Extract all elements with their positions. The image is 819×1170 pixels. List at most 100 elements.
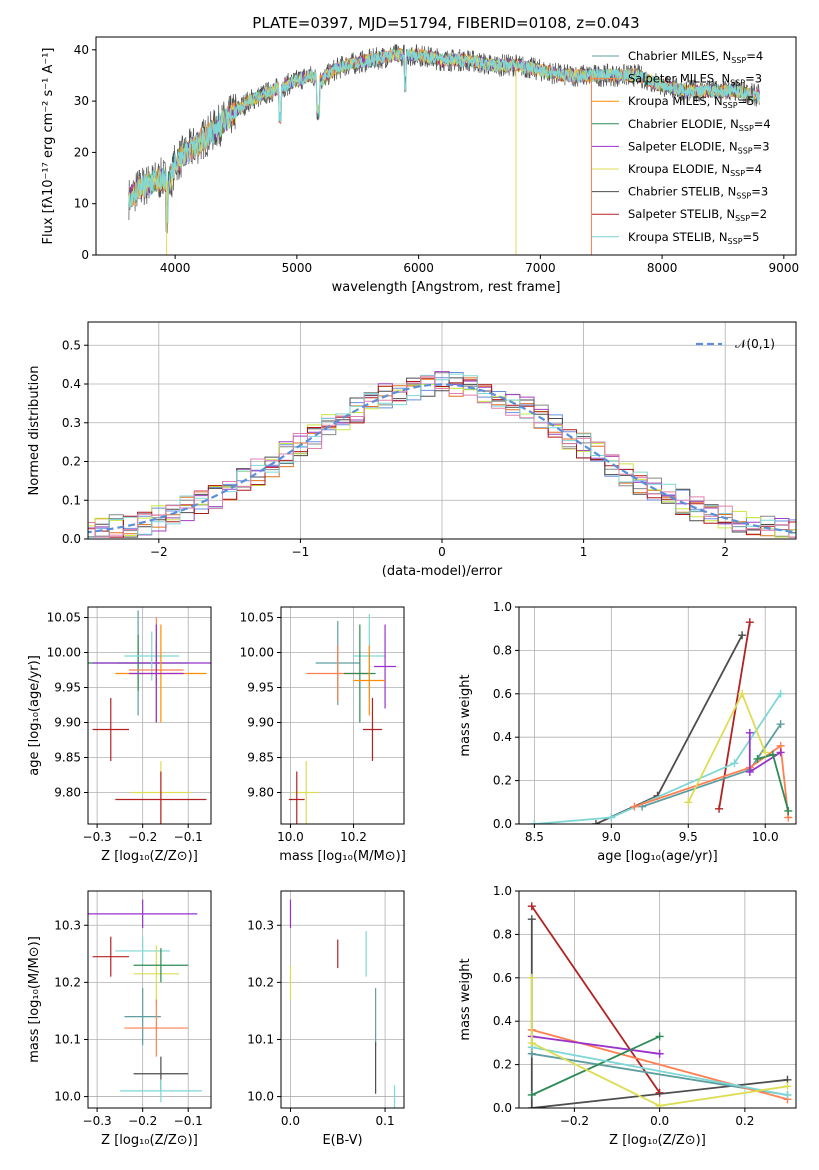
y-tick-label: 0.0 [493, 817, 512, 831]
weight-marker [527, 1104, 536, 1108]
y-axis-label: mass weight [458, 674, 473, 756]
weight-marker [776, 720, 785, 729]
x-axis-label: age [log₁₀(age/yr)] [597, 849, 718, 864]
weight-marker [655, 1101, 664, 1108]
y-tick-label: 10.2 [247, 975, 274, 989]
spectrum-plot-area [128, 44, 761, 255]
legend-sub: SSP [723, 101, 738, 110]
y-tick-label: 10.3 [247, 918, 274, 932]
x-tick-label: 9.5 [679, 830, 698, 844]
weight-line-7 [530, 977, 788, 1107]
weight-marker [530, 820, 539, 824]
weight-marker [745, 618, 754, 627]
y-tick-label: 0 [81, 248, 89, 262]
weight-marker [684, 798, 693, 807]
y-tick-label: 10.2 [54, 975, 81, 989]
mass-age-panel: 10.0 10.2 9.80 9.85 9.90 9.95 10.00 10.05 mass [… [240, 606, 406, 864]
legend-sub: SSP [739, 124, 754, 133]
histogram-series-8 [88, 375, 796, 538]
z-age-panel: −0.3 −0.2 −0.1 9.80 9.85 9.90 9.95 10.00 10.05 Z … [27, 606, 212, 864]
x-tick-label: 6000 [403, 261, 434, 275]
histogram-series-0 [88, 372, 796, 532]
legend-name: Chabrier MILES, N [628, 49, 731, 63]
y-tick-label: 9.80 [54, 786, 81, 800]
x-tick-label: 2 [721, 545, 729, 559]
x-tick-label: 0.2 [735, 1114, 754, 1128]
legend-name: Chabrier ELODIE, N [628, 117, 739, 131]
x-tick-label: 10.0 [277, 830, 304, 844]
legend-entry: Salpeter MILES, NSSP=3 [628, 72, 762, 88]
legend-tail: =4 [754, 117, 771, 131]
legend-sub: SSP [736, 192, 751, 201]
legend-sub: SSP [731, 56, 746, 65]
x-tick-label: 1 [580, 545, 588, 559]
y-tick-label: 30 [74, 94, 89, 108]
y-axis-label: Flux [fλ10⁻¹⁷ erg cm⁻² s⁻¹ A⁻¹] [41, 48, 56, 245]
axes-frame [95, 36, 797, 256]
weight-marker [745, 767, 754, 776]
legend-entry: Kroupa STELIB, NSSP=5 [628, 230, 759, 246]
weight-line-3 [534, 693, 782, 824]
mass-age-plot-area [281, 607, 404, 824]
y-tick-label: 9.90 [54, 716, 81, 730]
weight-marker [527, 1038, 536, 1047]
histogram-series-5 [88, 377, 796, 538]
y-tick-label: 0.6 [493, 687, 512, 701]
axes-frame [518, 890, 797, 1109]
weight-marker [738, 689, 747, 698]
legend-name: Kroupa ELODIE, N [628, 162, 730, 176]
y-tick-label: 10.3 [54, 918, 81, 932]
z-age-plot-area [88, 607, 211, 824]
y-tick-label: 0.4 [493, 730, 512, 744]
x-axis-label: mass [log₁₀(M/M⊙)] [279, 849, 406, 864]
y-axis-label: mass [log₁₀(M/M⊙)] [27, 936, 42, 1063]
x-tick-label: 0.1 [376, 1114, 395, 1128]
chart-title: PLATE=0397, MJD=51794, FIBERID=0108, z=0… [252, 14, 639, 32]
y-tick-label: 0.0 [493, 1101, 512, 1115]
legend-name: Kroupa STELIB, N [628, 230, 728, 244]
x-axis-label: (data-model)/error [382, 564, 503, 579]
x-axis-label: Z [log₁₀(Z/Z⊙)] [609, 1133, 706, 1148]
weight-marker [783, 1082, 792, 1091]
y-tick-label: 10.05 [47, 611, 81, 625]
y-tick-label: 0.6 [493, 971, 512, 985]
axes-frame [280, 606, 405, 825]
ebv-mass-plot-area [281, 891, 404, 1108]
y-tick-label: 0.1 [62, 493, 81, 507]
axes-frame [280, 890, 405, 1109]
y-tick-label: 10 [74, 197, 89, 211]
spectrum-series-8 [128, 48, 761, 224]
y-tick-label: 10.05 [240, 611, 274, 625]
legend-entry: Salpeter STELIB, NSSP=2 [628, 207, 767, 223]
y-tick-label: 9.90 [247, 716, 274, 730]
ebv-mass-panel: 0.0 0.1 10.0 10.1 10.2 10.3 E(B-V) [247, 890, 405, 1148]
weight-marker [730, 759, 739, 768]
z-mass-plot-area [88, 891, 211, 1108]
x-tick-label: −1 [292, 545, 310, 559]
legend-tail: =3 [751, 185, 768, 199]
y-tick-label: 10.00 [47, 646, 81, 660]
x-tick-label: 9000 [769, 261, 800, 275]
age-weight-plot-area [519, 607, 796, 824]
legend-entry: Kroupa MILES, NSSP=5 [628, 94, 754, 110]
weight-marker [630, 802, 639, 811]
residuals-panel: −2 −1 0 1 2 0.0 0.1 0.2 0.3 0.4 0.5 (data-model)/er… [27, 321, 797, 579]
legend-entry: Chabrier STELIB, NSSP=3 [628, 185, 768, 201]
weight-marker [591, 820, 600, 824]
legend-tail: =4 [746, 49, 763, 63]
y-tick-label: 10.00 [240, 646, 274, 660]
z-weight-panel: −0.2 0.0 0.2 0.0 0.2 0.4 0.6 0.8 1.0 Z [log₁₀(Z/Z… [458, 884, 797, 1148]
weight-marker [738, 631, 747, 640]
y-tick-label: 9.85 [54, 751, 81, 765]
y-tick-label: 1.0 [493, 600, 512, 614]
histogram-series-6 [88, 377, 796, 538]
x-axis-label: wavelength [Angstrom, rest frame] [332, 280, 561, 295]
legend-entry: Salpeter ELODIE, NSSP=3 [628, 139, 770, 155]
weight-marker [776, 748, 785, 757]
z-weight-plot-area [519, 891, 796, 1108]
axes-frame [87, 890, 212, 1109]
x-tick-label: −0.2 [560, 1114, 589, 1128]
legend-sub: SSP [730, 79, 745, 88]
legend-entry: Chabrier ELODIE, NSSP=4 [628, 117, 771, 133]
